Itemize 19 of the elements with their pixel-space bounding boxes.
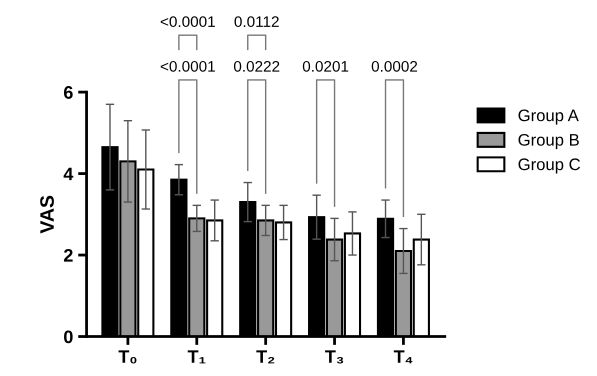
x-tick-label: T₄ — [394, 350, 412, 364]
text: <0.0001 — [160, 60, 215, 72]
text: 0.0201 — [302, 60, 348, 72]
x-tick-label: T₃ — [325, 350, 344, 364]
x-tick-label: T₁ — [188, 350, 206, 364]
y-tick-label: 4 — [64, 168, 74, 180]
legend-label: Group C — [518, 158, 580, 174]
y-axis-title: VAS — [40, 196, 54, 234]
legend-label: Group A — [518, 110, 579, 125]
legend-label: Group B — [518, 134, 579, 150]
y-tick-label: 2 — [64, 248, 73, 262]
x-tick-label: T₂ — [256, 350, 274, 364]
text: 0.0222 — [234, 60, 280, 72]
text: 0.0112 — [234, 16, 279, 28]
x-tick-label: T₀ — [118, 350, 136, 364]
text: <0.0001 — [160, 16, 215, 28]
y-tick-label: 0 — [64, 330, 73, 344]
y-tick-label: 6 — [64, 86, 73, 99]
text: 0.0002 — [372, 60, 418, 72]
